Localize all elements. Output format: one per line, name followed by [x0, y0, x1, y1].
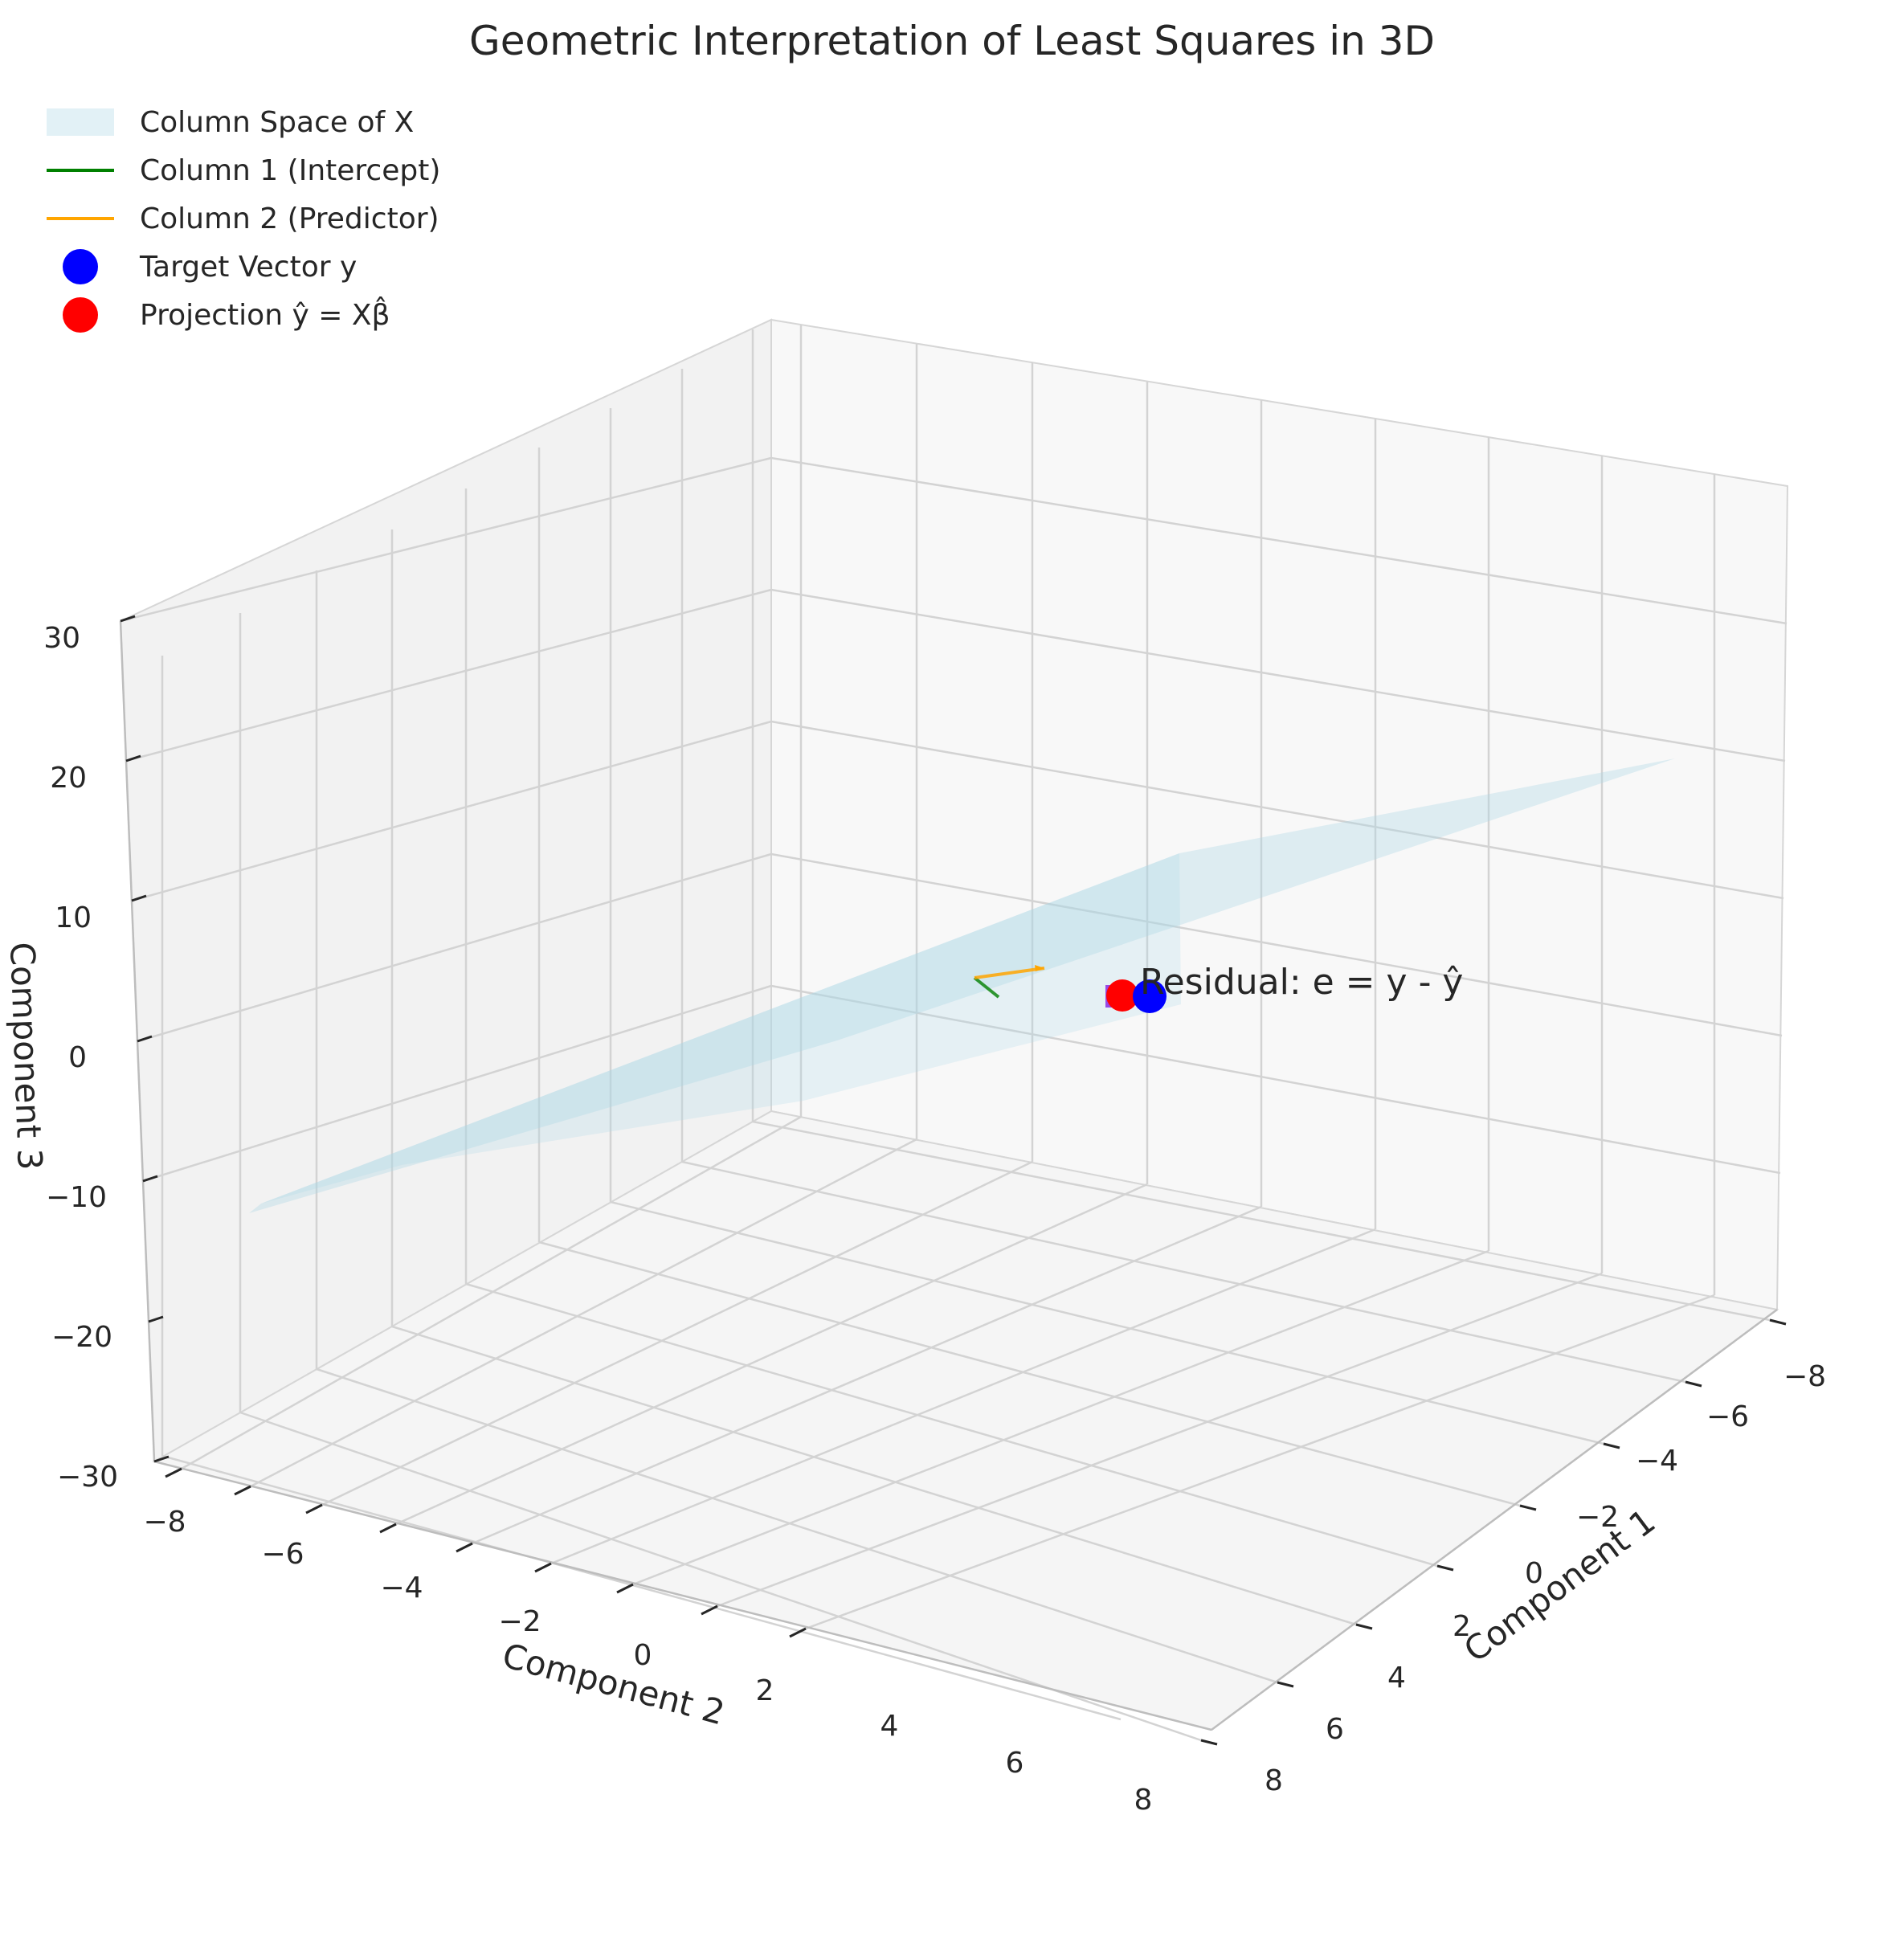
residual-annotation: Residual: e = y - ŷ	[1140, 962, 1463, 1003]
x-axis-label: Component 1	[1457, 1501, 1662, 1670]
y-tick-label: 0	[634, 1639, 652, 1672]
x-tick-label: −8	[1783, 1360, 1826, 1393]
grid-lines	[120, 325, 1788, 1742]
x-tick-label: 6	[1326, 1713, 1344, 1746]
x-axis-line	[1211, 1308, 1778, 1731]
x-tick-label: −2	[1576, 1501, 1619, 1534]
column-space-plane-lower	[261, 853, 1181, 1204]
legend-item-projection: Projection ŷ = Xβ̂	[47, 291, 440, 339]
z-axis-label: Component 3	[2, 942, 50, 1171]
legend-label: Column Space of X	[140, 105, 415, 139]
x-tick-label: 2	[1453, 1610, 1471, 1643]
y-axis-line	[153, 1460, 1212, 1731]
legend-label: Column 1 (Intercept)	[140, 153, 441, 187]
z-tick-label: −10	[46, 1181, 107, 1214]
legend-swatch	[47, 201, 114, 236]
column1-vector	[973, 976, 1000, 999]
z-tick-labels: 30 20 10 0 −10 −20 −30	[43, 622, 118, 1494]
y-tick-label: 8	[1134, 1784, 1153, 1817]
y-tick-label: 6	[1006, 1747, 1024, 1780]
z-tick-label: −20	[51, 1321, 112, 1354]
chart-title: Geometric Interpretation of Least Square…	[468, 18, 1435, 64]
z-tick-label: 30	[43, 622, 80, 655]
y-tick-label: −2	[498, 1605, 541, 1638]
legend-item-column-space: Column Space of X	[47, 98, 440, 146]
tick-marks	[120, 615, 1787, 1746]
x-tick-label: 8	[1265, 1764, 1283, 1797]
column2-arrowhead	[1035, 965, 1044, 971]
y-tick-label: −4	[380, 1572, 423, 1604]
x-tick-label: −6	[1706, 1400, 1749, 1433]
z-tick-label: 20	[50, 762, 87, 795]
y-tick-label: −6	[261, 1538, 304, 1571]
x-tick-label: 0	[1525, 1557, 1543, 1590]
legend-item-target: Target Vector y	[47, 243, 440, 291]
x-tick-label: −4	[1636, 1445, 1678, 1478]
x-tick-label: 4	[1387, 1662, 1406, 1694]
y-tick-labels: −8 −6 −4 −2 0 2 4 6 8	[143, 1506, 1152, 1817]
z-tick-label: −30	[57, 1461, 118, 1494]
target-point	[1133, 979, 1167, 1013]
z-tick-label: 0	[68, 1041, 87, 1074]
legend-swatch	[47, 153, 114, 188]
legend-swatch	[47, 104, 114, 140]
legend-swatch	[47, 249, 114, 284]
legend-label: Column 2 (Predictor)	[140, 202, 439, 235]
column-space-plane	[249, 758, 1675, 1213]
y-tick-label: −8	[143, 1506, 186, 1539]
legend-swatch	[47, 297, 114, 333]
legend: Column Space of X Column 1 (Intercept) C…	[47, 98, 440, 339]
z-tick-label: 10	[55, 901, 92, 934]
y-tick-label: 2	[756, 1674, 774, 1707]
y-axis-label: Component 2	[498, 1636, 729, 1733]
y-tick-label: 4	[880, 1710, 899, 1743]
legend-label: Target Vector y	[140, 250, 358, 284]
projection-point	[1106, 979, 1138, 1012]
legend-item-column2: Column 2 (Predictor)	[47, 194, 440, 243]
x-tick-labels: 8 6 4 2 0 −2 −4 −6 −8	[1265, 1360, 1826, 1797]
legend-label: Projection ŷ = Xβ̂	[140, 298, 390, 332]
column2-vector	[974, 967, 1045, 979]
legend-item-column1: Column 1 (Intercept)	[47, 146, 440, 194]
